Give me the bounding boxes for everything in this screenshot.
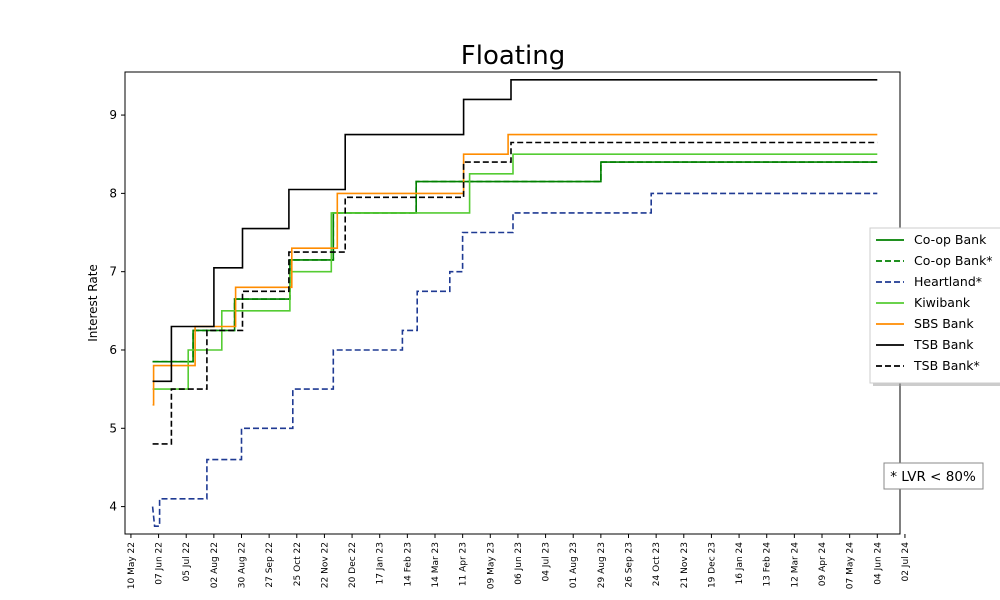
x-tick-label: 09 Apr 24: [818, 542, 828, 586]
y-tick-label: 5: [109, 421, 117, 435]
x-tick-label: 16 Jan 24: [735, 542, 745, 585]
x-tick-label: 29 Aug 23: [597, 542, 607, 588]
x-tick-label: 10 May 22: [127, 542, 137, 589]
plot-frame: [124, 71, 901, 535]
x-tick-label: 25 Oct 22: [293, 542, 303, 586]
legend-label: SBS Bank: [914, 316, 974, 331]
y-tick-label: 6: [109, 343, 117, 357]
x-tick-label: 26 Sep 23: [625, 542, 635, 588]
y-tick-label: 4: [109, 500, 117, 514]
x-tick-label: 11 Apr 23: [459, 542, 469, 586]
x-tick-label: 04 Jul 23: [542, 542, 552, 582]
legend-label: Co-op Bank: [914, 232, 987, 247]
x-tick-label: 21 Nov 23: [680, 542, 690, 588]
series-line-tsb-bank: [152, 79, 878, 383]
y-tick-label: 8: [109, 186, 117, 200]
series-line-heartland: [151, 192, 878, 528]
x-tick-label: 19 Dec 23: [707, 542, 717, 588]
lvr-note-box: [883, 462, 984, 490]
x-tick-label: 12 Mar 24: [790, 542, 800, 588]
legend-label: TSB Bank: [913, 337, 974, 352]
x-tick-label: 30 Aug 22: [237, 542, 247, 588]
legend-label: Heartland*: [914, 274, 982, 289]
x-tick-label: 14 Mar 23: [431, 542, 441, 588]
x-axis: 10 May 22 07 Jun 22 05 Jul 22 02 Aug 22 30 A…: [127, 534, 911, 589]
series-line-kiwibank: [152, 153, 878, 390]
x-tick-label: 20 Dec 22: [348, 542, 358, 588]
legend-label: Co-op Bank*: [914, 253, 993, 268]
y-tick-label: 7: [109, 265, 117, 279]
y-axis: 4 5 6 7 8 9: [109, 108, 125, 514]
legend-box: [869, 227, 1000, 384]
x-tick-label: 01 Aug 23: [569, 542, 579, 588]
series-line-sbs-bank: [152, 133, 878, 406]
lvr-note: * LVR < 80%: [883, 462, 984, 490]
x-tick-label: 02 Jul 24: [901, 542, 911, 582]
x-tick-label: 14 Feb 23: [403, 542, 413, 587]
lvr-note-text: * LVR < 80%: [890, 469, 976, 485]
legend-label: TSB Bank*: [913, 358, 980, 373]
y-tick-label: 9: [109, 108, 117, 122]
x-tick-label: 07 May 24: [846, 542, 856, 590]
x-tick-label: 17 Jan 23: [376, 542, 386, 585]
series-lines: [151, 79, 878, 528]
legend-label: Kiwibank: [914, 295, 971, 310]
series-line-co-op-bank: [152, 161, 878, 363]
x-tick-label: 24 Oct 23: [652, 542, 662, 586]
y-axis-label: Interest Rate: [86, 264, 100, 342]
x-tick-label: 09 May 23: [486, 542, 496, 589]
x-tick-label: 05 Jul 22: [182, 542, 192, 582]
x-tick-label: 02 Aug 22: [210, 542, 220, 588]
x-tick-label: 04 Jun 24: [873, 542, 883, 585]
series-line-tsb-bank: [152, 141, 878, 445]
x-tick-label: 27 Sep 22: [265, 542, 275, 588]
chart-title: Floating: [461, 41, 565, 71]
series-line-co-op-bank: [152, 161, 878, 363]
legend: Co-op Bank Co-op Bank* Heartland* Kiwibank S…: [869, 227, 1000, 386]
x-tick-label: 06 Jun 23: [514, 542, 524, 585]
x-tick-label: 07 Jun 22: [155, 542, 165, 585]
x-tick-label: 22 Nov 22: [320, 542, 330, 588]
x-tick-label: 13 Feb 24: [763, 542, 773, 587]
